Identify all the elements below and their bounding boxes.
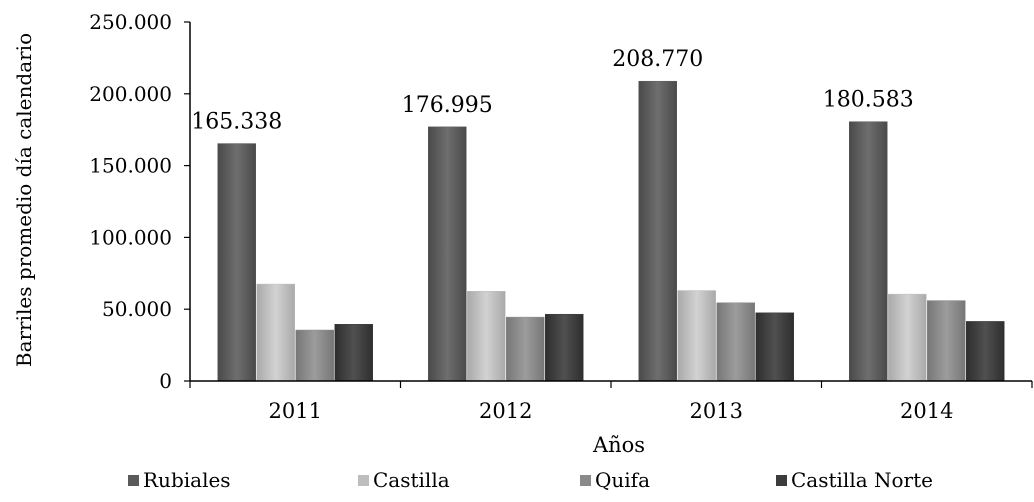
- legend-label: Castilla Norte: [791, 468, 933, 492]
- bar-castilla-norte-2014: [966, 321, 1005, 382]
- legend-label: Rubiales: [143, 468, 231, 492]
- y-tick-label: 50.000: [102, 297, 172, 321]
- y-axis-label: Barriles promedio día calendario: [12, 33, 36, 367]
- data-label: 176.995: [402, 93, 493, 118]
- bar-castilla-2013: [677, 290, 716, 382]
- data-label: 165.338: [191, 110, 282, 135]
- x-tick-label: 2011: [269, 399, 322, 423]
- legend-swatch: [776, 475, 787, 486]
- legend-label: Quifa: [595, 468, 650, 492]
- x-axis-label: Años: [592, 433, 645, 457]
- bar-quifa-2014: [927, 300, 966, 382]
- y-tick-label: 200.000: [89, 82, 172, 106]
- bar-rubiales-2014: [849, 121, 888, 382]
- bar-quifa-2012: [506, 316, 545, 382]
- legend-swatch: [128, 475, 139, 486]
- data-label: 208.770: [612, 47, 703, 72]
- legend-label: Castilla: [373, 468, 450, 492]
- bar-castilla-norte-2011: [334, 324, 373, 382]
- bar-castilla-2011: [256, 283, 295, 382]
- bar-quifa-2011: [295, 329, 334, 382]
- x-tick-label: 2014: [900, 399, 953, 423]
- y-tick-label: 150.000: [89, 154, 172, 178]
- x-tick-label: 2013: [690, 399, 743, 423]
- x-tick-label: 2012: [479, 399, 532, 423]
- y-tick-label: 0: [159, 369, 172, 393]
- y-tick-label: 100.000: [89, 225, 172, 249]
- bar-castilla-2014: [888, 293, 927, 382]
- legend-swatch: [580, 475, 591, 486]
- bar-rubiales-2011: [217, 143, 256, 382]
- bar-castilla-2012: [467, 291, 506, 382]
- bar-castilla-norte-2013: [755, 312, 794, 382]
- bar-rubiales-2012: [428, 126, 467, 382]
- y-tick-label: 250.000: [89, 10, 172, 34]
- bar-castilla-norte-2012: [545, 313, 584, 382]
- legend-swatch: [358, 475, 369, 486]
- bar-rubiales-2013: [638, 80, 677, 382]
- bar-quifa-2013: [716, 302, 755, 382]
- data-label: 180.583: [823, 88, 914, 113]
